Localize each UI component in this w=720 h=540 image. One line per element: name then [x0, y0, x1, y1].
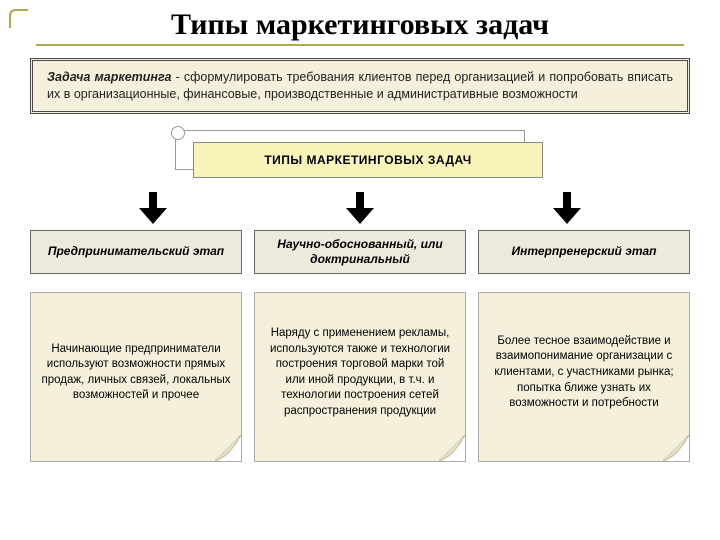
column-header: Предпринимательский этап — [30, 230, 242, 274]
arrows-row — [30, 192, 690, 224]
page-curl-icon — [439, 435, 465, 461]
diagram-content: Задача маркетинга - сформулировать требо… — [0, 46, 720, 462]
column-body-text: Более тесное взаимодействие и взаимопони… — [489, 334, 679, 412]
column-1: Предпринимательский этап Начинающие пред… — [30, 230, 242, 462]
scroll-text: ТИПЫ МАРКЕТИНГОВЫХ ЗАДАЧ — [264, 153, 471, 167]
page-title: Типы маркетинговых задач — [36, 0, 684, 46]
scroll-front-sheet: ТИПЫ МАРКЕТИНГОВЫХ ЗАДАЧ — [193, 142, 543, 178]
page-curl-icon — [215, 435, 241, 461]
arrow-down-icon — [346, 192, 374, 224]
column-body-text: Наряду с применением рекламы, используют… — [265, 326, 455, 419]
arrow-down-icon — [139, 192, 167, 224]
column-body: Более тесное взаимодействие и взаимопони… — [478, 292, 690, 462]
definition-box: Задача маркетинга - сформулировать требо… — [30, 58, 690, 114]
title-corner-ornament — [8, 8, 32, 32]
column-body: Наряду с применением рекламы, используют… — [254, 292, 466, 462]
column-body-text: Начинающие предприниматели используют во… — [41, 342, 231, 404]
column-header: Интерпренерский этап — [478, 230, 690, 274]
scroll-curl-left — [171, 126, 185, 140]
column-header: Научно-обоснованный, или доктринальный — [254, 230, 466, 274]
definition-lead: Задача маркетинга — [47, 70, 171, 84]
arrow-down-icon — [553, 192, 581, 224]
column-3: Интерпренерский этап Более тесное взаимо… — [478, 230, 690, 462]
column-2: Научно-обоснованный, или доктринальный Н… — [254, 230, 466, 462]
page-curl-icon — [663, 435, 689, 461]
scroll-label: ТИПЫ МАРКЕТИНГОВЫХ ЗАДАЧ — [185, 136, 535, 180]
columns-row: Предпринимательский этап Начинающие пред… — [30, 230, 690, 462]
column-body: Начинающие предприниматели используют во… — [30, 292, 242, 462]
